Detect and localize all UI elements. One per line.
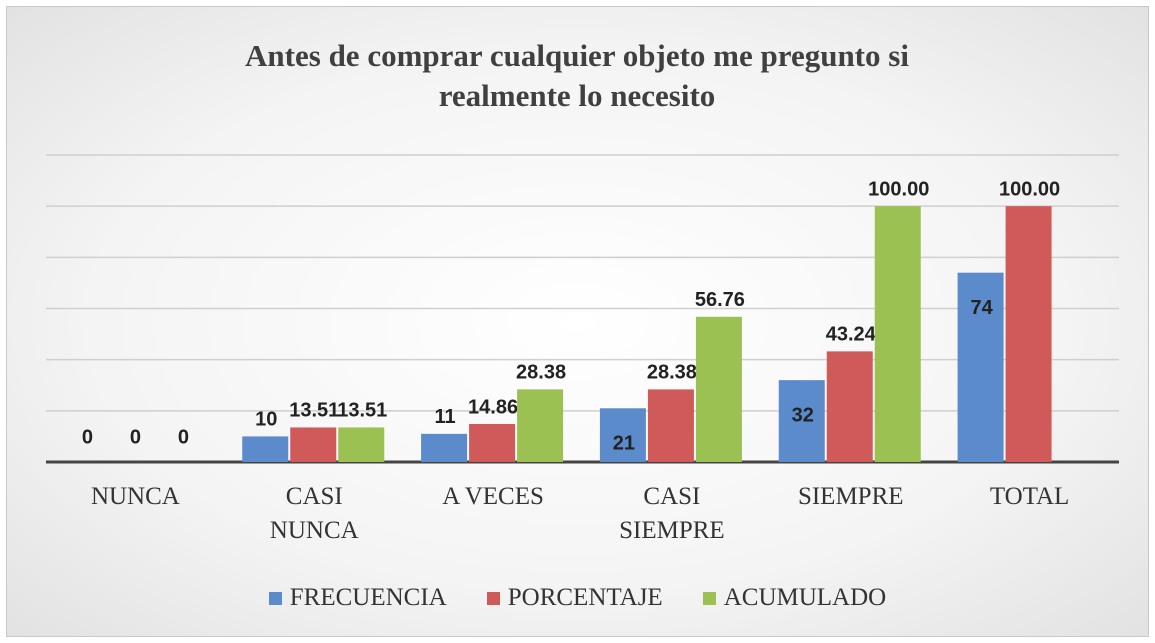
data-label: 56.76 [695,289,745,311]
legend-item: PORCENTAJE [486,584,663,612]
x-tick-label: CASI SIEMPRE [619,483,725,544]
data-label: 10 [255,409,277,431]
data-label: 0 [130,426,141,448]
x-tick-label: NUNCA [90,483,180,510]
bar [421,433,468,462]
legend-label: ACUMULADO [723,584,887,611]
x-tick-label: TOTAL [989,483,1070,510]
bar [826,351,873,462]
legend-swatch [268,591,282,605]
data-label: 100.00 [999,178,1060,200]
legend-item: FRECUENCIA [268,584,447,612]
bar [874,206,921,462]
legend-swatch [486,591,500,605]
data-label: 21 [613,433,635,455]
bar [695,316,742,462]
bar [517,389,564,462]
data-label: 43.24 [826,324,877,346]
legend-label: FRECUENCIA [289,584,447,611]
bar [242,436,289,462]
data-label: 100.00 [868,178,929,200]
data-label: 28.38 [647,362,697,384]
data-label: 13.51 [289,400,339,422]
legend: FRECUENCIA PORCENTAJE ACUMULADO [0,584,1155,612]
chart-title: Antes de comprar cualquier objeto me pre… [245,38,909,113]
legend-swatch [702,591,716,605]
bar [338,427,385,462]
data-label: 0 [178,426,189,448]
bar [290,427,337,462]
legend-label: PORCENTAJE [507,584,663,611]
bar [647,389,694,462]
x-tick-label: SIEMPRE [797,483,904,510]
data-label: 11 [435,406,456,428]
bar [778,380,825,462]
bar [469,423,516,462]
data-label: 32 [792,404,814,426]
x-tick-label: A VECES [442,483,544,510]
data-label: 0 [82,426,93,448]
bar [957,272,1004,462]
legend-item: ACUMULADO [702,584,887,612]
data-label: 13.51 [337,400,387,422]
data-label: 74 [970,297,993,319]
bar [1005,206,1052,462]
data-label: 14.86 [468,396,518,418]
data-label: 28.38 [516,362,566,384]
bar [599,408,646,462]
x-tick-label: CASI NUNCA [269,483,359,544]
